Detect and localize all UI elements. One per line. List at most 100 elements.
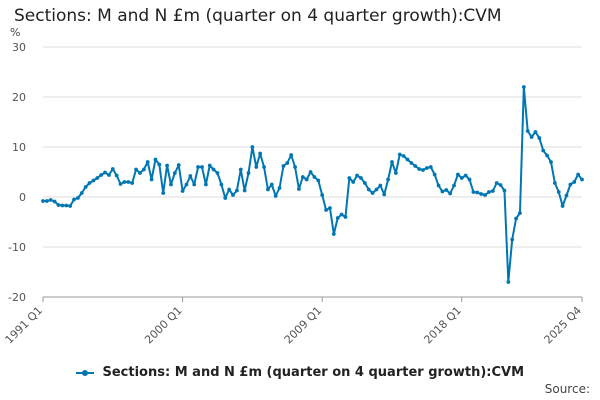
data-point [41, 199, 45, 203]
data-point [409, 161, 414, 165]
data-point [107, 173, 111, 177]
data-point [316, 178, 321, 183]
data-point [374, 187, 379, 192]
data-point [180, 189, 185, 193]
data-point [518, 211, 522, 215]
data-point [161, 191, 166, 195]
data-point [432, 172, 437, 177]
data-point [211, 167, 216, 172]
data-point [169, 182, 173, 187]
y-tick-label: 10 [12, 141, 26, 154]
y-tick-label: 20 [12, 91, 26, 104]
data-point [242, 188, 247, 193]
data-point [48, 198, 53, 202]
data-point [560, 204, 565, 208]
data-point [215, 171, 220, 175]
data-point [118, 182, 123, 186]
data-point [149, 177, 154, 182]
data-point [262, 165, 266, 169]
legend: Sections: M and N £m (quarter on 4 quart… [0, 365, 600, 380]
data-point [281, 164, 286, 168]
data-point [176, 163, 181, 167]
data-point [448, 191, 453, 196]
x-axis: 1991 Q1 2000 Q1 2009 Q1 2018 Q1 2025 Q4 [3, 296, 585, 347]
data-point [335, 216, 340, 220]
data-point [203, 182, 208, 187]
data-point [386, 177, 391, 182]
data-point [413, 164, 418, 168]
data-point [122, 180, 127, 184]
data-point [324, 208, 328, 212]
data-point [475, 190, 480, 195]
data-point [537, 136, 542, 140]
data-point [428, 165, 433, 169]
x-tick-label: 1991 Q1 [3, 304, 46, 347]
data-point [254, 165, 259, 169]
data-point [269, 182, 274, 187]
x-tick-label: 2009 Q1 [282, 304, 325, 347]
data-point [172, 171, 177, 175]
data-point [479, 192, 484, 196]
data-point [138, 171, 142, 175]
data-point [83, 185, 88, 189]
data-point [424, 166, 429, 170]
data-point [44, 199, 49, 203]
data-point [436, 183, 441, 188]
data-point [103, 170, 107, 175]
data-point [134, 167, 138, 172]
data-point [219, 182, 224, 187]
data-point [75, 196, 80, 200]
data-point [157, 162, 162, 167]
data-point [576, 172, 581, 177]
data-point [444, 188, 449, 192]
data-point [343, 215, 348, 219]
y-axis-unit-label: % [10, 26, 20, 39]
data-point [328, 206, 332, 210]
data-point [494, 181, 499, 185]
x-tick-label: 2018 Q1 [421, 304, 464, 347]
data-point [312, 175, 317, 179]
data-point [246, 171, 251, 175]
data-point [87, 181, 92, 185]
data-point [110, 167, 115, 171]
data-point [401, 154, 406, 158]
data-point [525, 129, 530, 133]
data-point [297, 187, 301, 191]
data-point [382, 192, 387, 197]
data-point [362, 181, 367, 185]
data-point [521, 85, 526, 89]
data-point [52, 199, 57, 204]
data-point [506, 280, 511, 284]
data-point [238, 167, 243, 172]
data-point [490, 189, 495, 193]
data-point [289, 153, 294, 157]
data-point [273, 194, 278, 198]
data-point [366, 187, 371, 192]
data-point [502, 188, 507, 193]
data-point [60, 203, 65, 208]
data-point [250, 145, 255, 149]
data-point [79, 191, 84, 195]
data-point [300, 175, 305, 179]
y-axis-ticks: 30 20 10 0 -10 -20 [8, 41, 26, 304]
x-tick-label: 2025 Q4 [542, 304, 585, 347]
data-point [405, 157, 410, 162]
data-point [223, 196, 228, 200]
data-point [277, 186, 282, 190]
data-point [200, 165, 204, 169]
data-point [440, 189, 445, 194]
data-point [72, 197, 76, 202]
data-point [483, 193, 487, 197]
data-point [510, 237, 515, 242]
data-point [165, 163, 169, 168]
data-point [580, 177, 584, 182]
y-tick-label: -10 [8, 241, 26, 254]
data-point [64, 203, 69, 208]
data-point [471, 190, 476, 194]
legend-label: Sections: M and N £m (quarter on 4 quart… [102, 365, 525, 380]
data-point [68, 204, 73, 208]
data-point [91, 178, 96, 183]
data-point [141, 167, 146, 172]
data-point [467, 177, 472, 182]
